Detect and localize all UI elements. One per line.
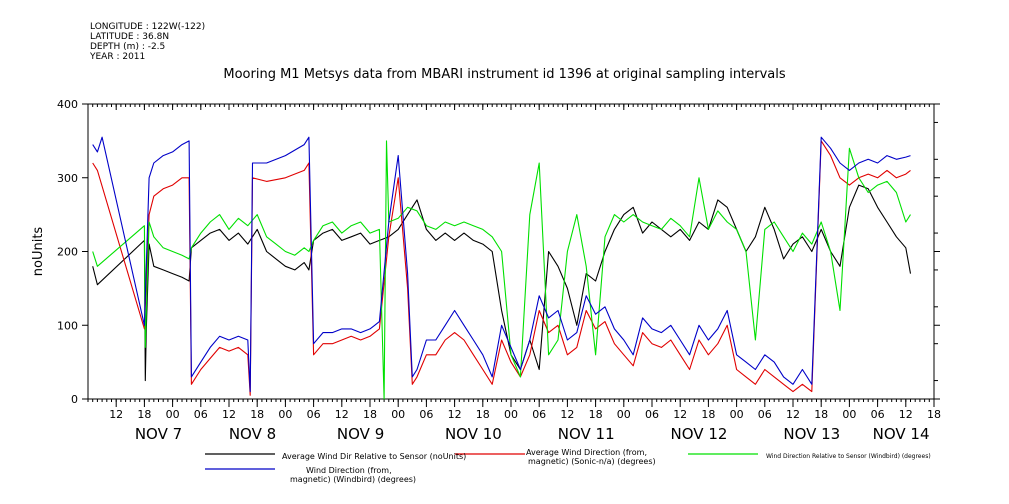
series-line-0 xyxy=(92,184,912,382)
x-day-label: NOV 12 xyxy=(671,425,728,443)
x-day-label: NOV 10 xyxy=(445,425,502,443)
legend-label-red: Average Wind Direction (from, magnetic) … xyxy=(526,448,656,466)
y-tick-label: 0 xyxy=(71,393,78,406)
longitude-text: LONGITUDE : 122W(-122) xyxy=(90,22,206,32)
x-day-label: NOV 13 xyxy=(783,425,840,443)
x-tick-label: 12 xyxy=(560,408,574,421)
x-tick-label: 18 xyxy=(137,408,151,421)
y-tick-label: 200 xyxy=(57,246,78,259)
x-tick-label: 18 xyxy=(814,408,828,421)
metadata-block: LONGITUDE : 122W(-122) LATITUDE : 36.8N … xyxy=(90,22,205,62)
x-tick-label: 00 xyxy=(730,408,744,421)
x-tick-label: 12 xyxy=(899,408,913,421)
x-tick-label: 12 xyxy=(335,408,349,421)
x-tick-label: 06 xyxy=(645,408,659,421)
x-day-label: NOV 9 xyxy=(337,425,384,443)
x-tick-label: 00 xyxy=(617,408,631,421)
latitude-text: LATITUDE : 36.8N xyxy=(90,32,170,42)
legend-label-blue: Wind Direction (from, magnetic) (Windbir… xyxy=(290,466,417,484)
y-tick-label: 300 xyxy=(57,172,78,185)
series-line-2 xyxy=(92,140,911,400)
series-line-3 xyxy=(92,136,911,393)
x-tick-label: 12 xyxy=(222,408,236,421)
depth-text: DEPTH (m) : -2.5 xyxy=(90,42,166,52)
x-tick-label: 12 xyxy=(786,408,800,421)
x-tick-label: 12 xyxy=(448,408,462,421)
x-day-label: NOV 14 xyxy=(873,425,930,443)
x-tick-label: 18 xyxy=(476,408,490,421)
x-tick-label: 00 xyxy=(278,408,292,421)
series-line-1 xyxy=(92,140,911,396)
x-tick-label: 06 xyxy=(194,408,208,421)
x-day-label: NOV 7 xyxy=(135,425,182,443)
x-tick-label: 18 xyxy=(701,408,715,421)
x-tick-label: 00 xyxy=(391,408,405,421)
y-tick-label: 100 xyxy=(57,319,78,332)
x-tick-label: 18 xyxy=(250,408,264,421)
x-tick-label: 18 xyxy=(589,408,603,421)
x-tick-label: 12 xyxy=(673,408,687,421)
x-tick-label: 06 xyxy=(871,408,885,421)
x-tick-label: 12 xyxy=(109,408,123,421)
x-tick-label: 00 xyxy=(504,408,518,421)
x-tick-label: 06 xyxy=(307,408,321,421)
x-tick-label: 06 xyxy=(419,408,433,421)
x-tick-label: 06 xyxy=(758,408,772,421)
x-tick-label: 18 xyxy=(363,408,377,421)
y-axis-label: noUnits xyxy=(31,227,46,277)
x-tick-label: 00 xyxy=(166,408,180,421)
y-tick-label: 400 xyxy=(57,98,78,111)
legend-label-black: Average Wind Dir Relative to Sensor (noU… xyxy=(282,452,467,461)
x-day-label: NOV 11 xyxy=(558,425,615,443)
x-day-label: NOV 8 xyxy=(229,425,276,443)
x-tick-label: 06 xyxy=(532,408,546,421)
legend-label-green: Wind Direction Relative to Sensor (Windb… xyxy=(766,453,931,460)
year-text: YEAR : 2011 xyxy=(90,52,146,62)
plot-title: Mooring M1 Metsys data from MBARI instru… xyxy=(223,67,786,82)
x-tick-label: 18 xyxy=(927,408,941,421)
x-tick-label: 00 xyxy=(842,408,856,421)
